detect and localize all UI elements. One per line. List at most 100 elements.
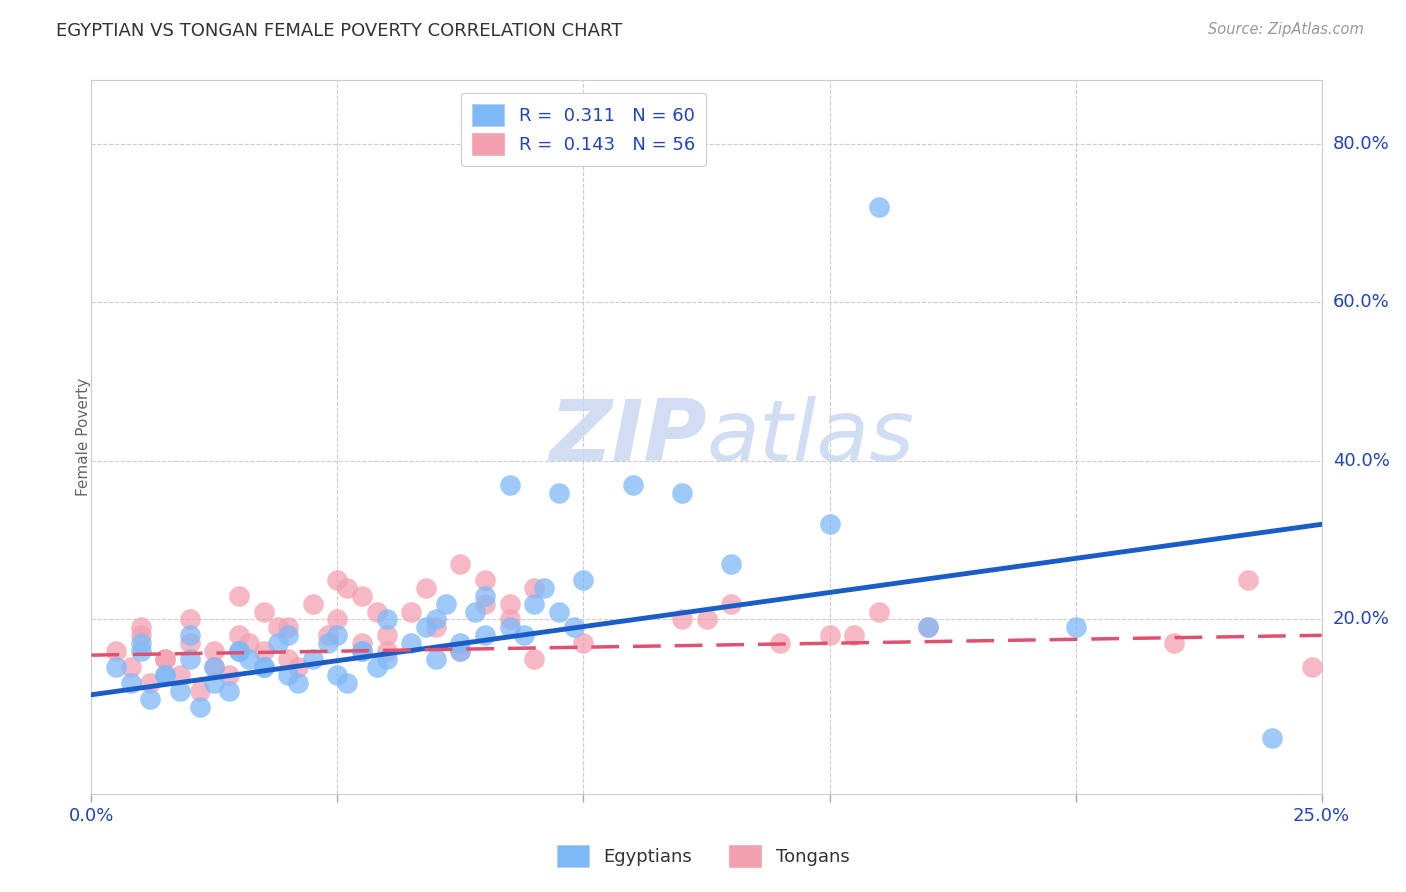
Text: 40.0%: 40.0% — [1333, 452, 1389, 470]
Point — [105, 660, 127, 674]
Point — [1163, 636, 1185, 650]
Point — [188, 699, 211, 714]
Point — [399, 605, 422, 619]
Point — [375, 628, 398, 642]
Text: atlas: atlas — [706, 395, 914, 479]
Point — [129, 644, 152, 658]
Point — [277, 628, 299, 642]
Point — [562, 620, 585, 634]
Point — [917, 620, 939, 634]
Point — [547, 605, 569, 619]
Point — [375, 652, 398, 666]
Point — [169, 683, 191, 698]
Point — [218, 668, 240, 682]
Point — [267, 636, 290, 650]
Point — [301, 652, 323, 666]
Point — [287, 660, 309, 674]
Point — [695, 612, 717, 626]
Point — [202, 676, 225, 690]
Point — [179, 652, 201, 666]
Point — [425, 612, 447, 626]
Point — [523, 581, 546, 595]
Text: 20.0%: 20.0% — [1333, 610, 1389, 629]
Point — [415, 581, 437, 595]
Point — [179, 628, 201, 642]
Point — [179, 612, 201, 626]
Point — [326, 612, 349, 626]
Point — [547, 485, 569, 500]
Point — [153, 668, 177, 682]
Y-axis label: Female Poverty: Female Poverty — [76, 378, 90, 496]
Point — [153, 668, 177, 682]
Point — [769, 636, 792, 650]
Point — [129, 636, 152, 650]
Text: EGYPTIAN VS TONGAN FEMALE POVERTY CORRELATION CHART: EGYPTIAN VS TONGAN FEMALE POVERTY CORREL… — [56, 22, 623, 40]
Point — [253, 660, 276, 674]
Point — [336, 676, 359, 690]
Point — [316, 636, 339, 650]
Point — [513, 628, 536, 642]
Point — [818, 517, 841, 532]
Point — [868, 605, 890, 619]
Point — [228, 644, 250, 658]
Point — [1261, 731, 1284, 746]
Point — [523, 652, 546, 666]
Point — [671, 612, 693, 626]
Point — [228, 589, 250, 603]
Point — [326, 573, 349, 587]
Point — [498, 612, 520, 626]
Point — [720, 557, 742, 571]
Point — [277, 668, 299, 682]
Point — [238, 636, 260, 650]
Text: Source: ZipAtlas.com: Source: ZipAtlas.com — [1208, 22, 1364, 37]
Point — [868, 200, 890, 214]
Text: 80.0%: 80.0% — [1333, 135, 1389, 153]
Point — [277, 652, 299, 666]
Point — [228, 644, 250, 658]
Legend: Egyptians, Tongans: Egyptians, Tongans — [550, 838, 856, 874]
Point — [352, 589, 374, 603]
Point — [425, 620, 447, 634]
Point — [267, 620, 290, 634]
Point — [917, 620, 939, 634]
Text: 60.0%: 60.0% — [1333, 293, 1389, 311]
Point — [366, 605, 388, 619]
Point — [449, 636, 471, 650]
Point — [375, 612, 398, 626]
Point — [523, 597, 546, 611]
Point — [1237, 573, 1260, 587]
Point — [449, 644, 471, 658]
Point — [120, 660, 142, 674]
Point — [129, 628, 152, 642]
Point — [105, 644, 127, 658]
Point — [474, 589, 496, 603]
Point — [842, 628, 865, 642]
Point — [352, 644, 374, 658]
Point — [253, 605, 276, 619]
Point — [449, 644, 471, 658]
Point — [139, 676, 162, 690]
Point — [474, 573, 496, 587]
Point — [464, 605, 486, 619]
Point — [498, 620, 520, 634]
Point — [153, 652, 177, 666]
Point — [316, 628, 339, 642]
Point — [1301, 660, 1323, 674]
Point — [153, 652, 177, 666]
Point — [425, 652, 447, 666]
Point — [326, 628, 349, 642]
Point — [621, 477, 644, 491]
Point — [228, 628, 250, 642]
Point — [179, 636, 201, 650]
Point — [818, 628, 841, 642]
Point — [1064, 620, 1087, 634]
Point — [202, 644, 225, 658]
Point — [120, 676, 142, 690]
Point — [301, 597, 323, 611]
Point — [202, 660, 225, 674]
Point — [238, 652, 260, 666]
Point — [129, 620, 152, 634]
Point — [336, 581, 359, 595]
Point — [375, 644, 398, 658]
Point — [202, 660, 225, 674]
